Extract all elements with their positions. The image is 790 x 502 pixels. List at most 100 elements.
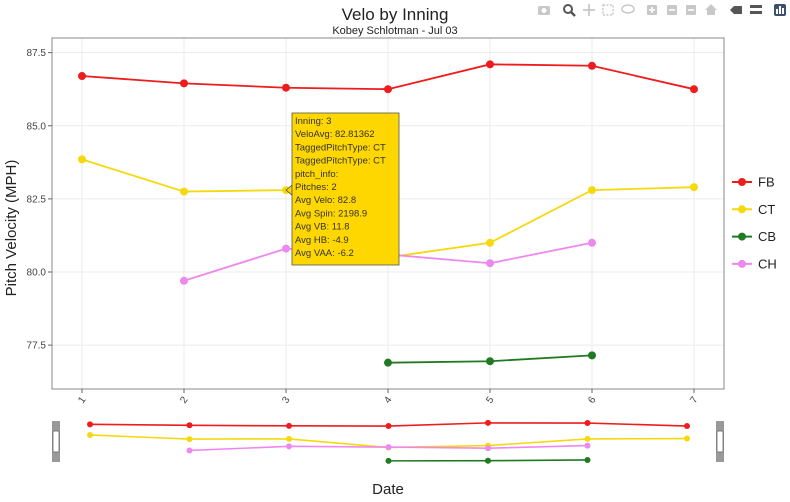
range-slider-point — [385, 423, 392, 430]
tooltip-line: Pitches: 2 — [295, 182, 337, 193]
x-axis-ticks: 1 2 3 4 5 6 7 — [76, 389, 701, 406]
data-point[interactable] — [384, 85, 392, 94]
range-slider-point — [584, 435, 591, 442]
data-point[interactable] — [180, 276, 188, 285]
range-slider-point — [286, 443, 292, 450]
plotly-logo-icon[interactable] — [774, 4, 786, 16]
legend-label: CB — [758, 229, 776, 244]
grid-lines — [52, 38, 724, 389]
data-point[interactable] — [486, 357, 494, 366]
range-slider-point — [485, 445, 491, 452]
y-axis-title: Pitch Velocity (MPH) — [3, 160, 20, 297]
x-tick-label: 6 — [586, 394, 598, 405]
data-point[interactable] — [486, 238, 494, 247]
legend-item-cb[interactable]: CB — [732, 229, 776, 244]
legend-item-ct[interactable]: CT — [732, 202, 775, 217]
legend-label: CH — [758, 256, 777, 271]
range-slider-left-handle[interactable] — [52, 421, 60, 462]
range-slider-point — [684, 423, 690, 430]
data-point[interactable] — [486, 259, 494, 268]
range-slider-right-handle[interactable] — [716, 421, 724, 462]
zoom-in-icon[interactable] — [647, 5, 657, 15]
data-point[interactable] — [588, 61, 596, 70]
pan-icon[interactable] — [583, 4, 595, 16]
range-slider-point — [87, 431, 93, 438]
handle-grip[interactable] — [716, 430, 724, 453]
logo-bar — [782, 8, 784, 14]
tooltip-box — [291, 112, 400, 266]
box-outline — [602, 4, 614, 16]
legend-label: FB — [758, 175, 775, 190]
y-tick-label: 87.5 — [27, 48, 47, 59]
series-fb — [78, 60, 698, 94]
data-point[interactable] — [690, 85, 698, 94]
data-point[interactable] — [78, 155, 86, 164]
data-point[interactable] — [588, 238, 596, 247]
tooltip-line: TaggedPitchType: CT — [295, 156, 386, 167]
home-icon[interactable] — [705, 4, 717, 15]
lasso-loop — [621, 4, 635, 14]
camera-icon[interactable] — [538, 6, 550, 15]
data-point[interactable] — [690, 183, 698, 192]
range-slider[interactable] — [52, 419, 724, 464]
compare-icon[interactable] — [750, 5, 762, 14]
tooltip-line: Inning: 3 — [295, 116, 331, 127]
data-point[interactable] — [282, 83, 290, 92]
x-tick-label: 3 — [280, 394, 292, 405]
range-slider-point — [584, 456, 591, 463]
legend-item-fb[interactable]: FB — [732, 175, 775, 190]
lasso-icon[interactable] — [621, 4, 635, 14]
range-slider-point — [286, 422, 292, 429]
x-axis-title: Date — [372, 481, 404, 498]
data-point[interactable] — [486, 60, 494, 69]
range-slider-point — [186, 436, 193, 443]
zoom-icon[interactable] — [563, 4, 576, 17]
box-select-icon[interactable] — [602, 4, 614, 16]
tooltip-line: Avg VAA: -6.2 — [295, 248, 354, 259]
tooltip-line: VeloAvg: 82.81362 — [295, 129, 375, 140]
data-point[interactable] — [384, 358, 392, 367]
zoom-lens — [563, 4, 573, 14]
range-slider-point — [485, 457, 491, 464]
pan-cross — [583, 4, 595, 16]
zoom-out-icon[interactable] — [667, 5, 677, 15]
zoom-handle — [570, 11, 576, 17]
tooltip-line: Avg VB: 11.8 — [295, 222, 350, 233]
legend[interactable]: FB CT CB CH — [732, 175, 777, 272]
x-tick-label: 5 — [484, 394, 496, 405]
tooltip-line: Avg Spin: 2198.9 — [295, 208, 367, 219]
autoscale-icon[interactable] — [686, 5, 696, 15]
range-slider-series — [87, 419, 690, 464]
data-point[interactable] — [78, 72, 86, 81]
home-shape — [705, 4, 717, 15]
data-point[interactable] — [282, 244, 290, 253]
range-slider-point — [584, 442, 591, 449]
series-cb — [384, 351, 596, 367]
range-slider-point — [385, 457, 392, 464]
compare-bar — [750, 5, 762, 8]
handle-grip[interactable] — [52, 430, 60, 453]
data-point[interactable] — [588, 186, 596, 195]
spike-shape — [730, 6, 742, 14]
tooltip-line: Avg HB: -4.9 — [295, 235, 349, 246]
range-slider-point — [87, 421, 93, 428]
legend-swatch-marker — [738, 205, 746, 214]
y-axis-ticks: 77.5 80.0 82.5 85.0 87.5 — [27, 48, 52, 352]
modebar[interactable] — [538, 4, 786, 17]
range-slider-point — [186, 447, 193, 454]
legend-swatch-marker — [738, 259, 746, 268]
data-point[interactable] — [180, 79, 188, 88]
legend-item-ch[interactable]: CH — [732, 256, 777, 271]
range-slider-point — [485, 419, 491, 426]
chart-title: Velo by Inning — [342, 5, 449, 24]
x-tick-label: 4 — [382, 394, 394, 405]
y-tick-label: 82.5 — [27, 194, 47, 205]
spike-icon[interactable] — [730, 6, 742, 14]
data-point[interactable] — [180, 187, 188, 196]
y-tick-label: 77.5 — [27, 341, 47, 352]
camera-lens — [541, 8, 547, 13]
legend-swatch-marker — [738, 232, 746, 241]
data-point[interactable] — [588, 351, 596, 360]
range-slider-point — [584, 420, 591, 427]
